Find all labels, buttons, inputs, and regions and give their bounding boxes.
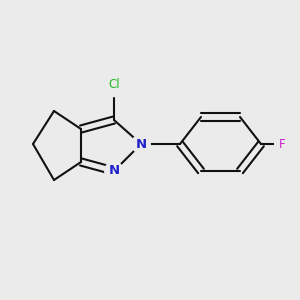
Circle shape [101,71,127,97]
Text: Cl: Cl [108,77,120,91]
Text: N: N [135,137,147,151]
Circle shape [105,162,123,180]
Text: F: F [279,137,285,151]
Text: N: N [108,164,120,178]
Circle shape [132,135,150,153]
Circle shape [275,137,289,151]
